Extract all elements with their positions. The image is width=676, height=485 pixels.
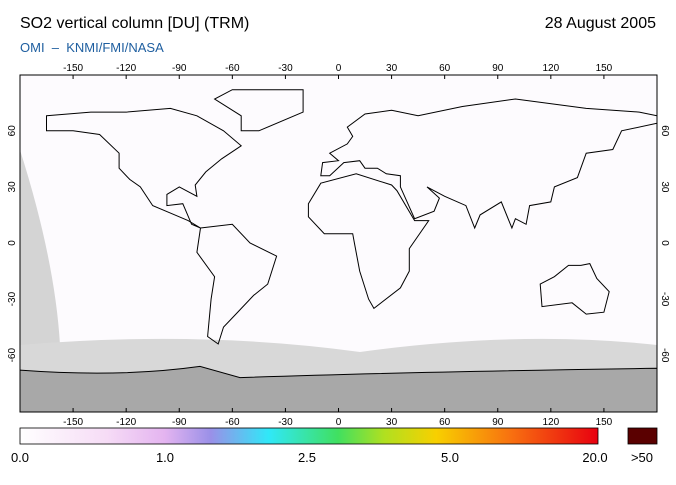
lon-label-bottom: 60 (439, 417, 451, 428)
lat-label-left: 30 (7, 181, 18, 193)
colorbar-overflow-label: >50 (631, 450, 653, 465)
lat-label-left: 0 (7, 240, 18, 246)
lon-label-bottom: -150 (63, 417, 83, 428)
africa (307, 173, 430, 310)
antarctica (20, 365, 657, 412)
eurasia (320, 98, 657, 230)
lon-label-bottom: 90 (492, 417, 504, 428)
lon-label-top: 60 (439, 63, 451, 74)
lon-label-bottom: -60 (225, 417, 240, 428)
map (20, 75, 657, 412)
colorbar-label: 2.5 (298, 450, 316, 465)
lon-label-top: 0 (336, 63, 342, 74)
lat-label-right: 60 (659, 125, 670, 137)
lon-label-bottom: 120 (542, 417, 559, 428)
lon-label-bottom: 150 (596, 417, 613, 428)
greenland (213, 89, 304, 132)
lat-label-right: -60 (659, 348, 670, 363)
lon-label-bottom: 0 (336, 417, 342, 428)
lon-label-top: 120 (542, 63, 559, 74)
lon-label-top: -60 (225, 63, 240, 74)
colorbar (19, 427, 599, 445)
lon-label-top: -120 (116, 63, 136, 74)
title: SO2 vertical column [DU] (TRM) (20, 15, 249, 32)
date: 28 August 2005 (545, 15, 656, 32)
lat-label-right: 0 (659, 240, 670, 246)
orbit-gap (20, 150, 60, 345)
australia (539, 263, 610, 315)
lon-label-top: -90 (172, 63, 187, 74)
lon-label-bottom: -90 (172, 417, 187, 428)
lon-label-top: 30 (386, 63, 398, 74)
north-america (46, 107, 243, 229)
source: OMI – KNMI/FMI/NASA (20, 40, 164, 55)
lon-label-top: -150 (63, 63, 83, 74)
lat-label-left: 60 (7, 125, 18, 137)
lon-label-bottom: -120 (116, 417, 136, 428)
lat-label-right: -30 (659, 292, 670, 307)
lon-label-bottom: -30 (278, 417, 293, 428)
colorbar-label: 1.0 (156, 450, 174, 465)
lon-label-top: -30 (278, 63, 293, 74)
colorbar-label: 0.0 (11, 450, 29, 465)
colorbar-label: 20.0 (582, 450, 607, 465)
lon-label-top: 90 (492, 63, 504, 74)
lon-label-bottom: 30 (386, 417, 398, 428)
lon-label-top: 150 (596, 63, 613, 74)
colorbar-overflow (627, 427, 658, 445)
lat-label-left: -60 (7, 348, 18, 363)
lat-label-left: -30 (7, 291, 18, 306)
colorbar-label: 5.0 (441, 450, 459, 465)
lat-label-right: 30 (659, 181, 670, 193)
south-america (196, 223, 278, 345)
